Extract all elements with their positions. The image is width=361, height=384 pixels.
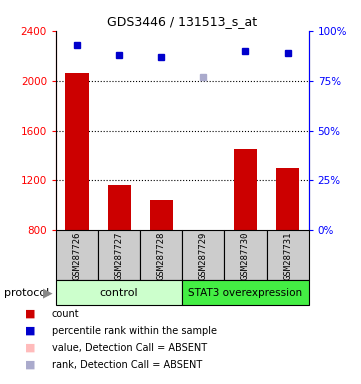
Bar (65, 73, 88, 230)
Text: GSM287729: GSM287729 (199, 231, 208, 280)
Text: ■: ■ (25, 360, 35, 370)
Bar (56, 280, 182, 305)
Bar (266, 230, 309, 280)
Text: STAT3 overexpression: STAT3 overexpression (188, 288, 303, 298)
Bar (98, 230, 140, 280)
Bar (182, 280, 309, 305)
Text: ■: ■ (25, 343, 35, 353)
Text: count: count (52, 309, 79, 319)
Bar (108, 185, 131, 230)
Text: GSM287731: GSM287731 (283, 231, 292, 280)
Bar (56, 230, 98, 280)
Text: value, Detection Call = ABSENT: value, Detection Call = ABSENT (52, 343, 207, 353)
Bar (234, 149, 257, 230)
Text: GSM287730: GSM287730 (241, 231, 250, 280)
Text: ■: ■ (25, 309, 35, 319)
Text: GSM287727: GSM287727 (115, 231, 123, 280)
Bar (192, 230, 215, 235)
Text: rank, Detection Call = ABSENT: rank, Detection Call = ABSENT (52, 360, 202, 370)
Text: ▶: ▶ (43, 286, 53, 299)
Bar (225, 230, 266, 280)
Text: control: control (100, 288, 138, 298)
Bar (276, 168, 299, 230)
Text: percentile rank within the sample: percentile rank within the sample (52, 326, 217, 336)
Text: ■: ■ (25, 326, 35, 336)
Bar (182, 230, 225, 280)
Text: protocol: protocol (4, 288, 49, 298)
Bar (140, 230, 182, 280)
Text: GSM287728: GSM287728 (157, 231, 166, 280)
Text: GSM287726: GSM287726 (73, 231, 82, 280)
Title: GDS3446 / 131513_s_at: GDS3446 / 131513_s_at (107, 15, 257, 28)
Bar (150, 200, 173, 230)
